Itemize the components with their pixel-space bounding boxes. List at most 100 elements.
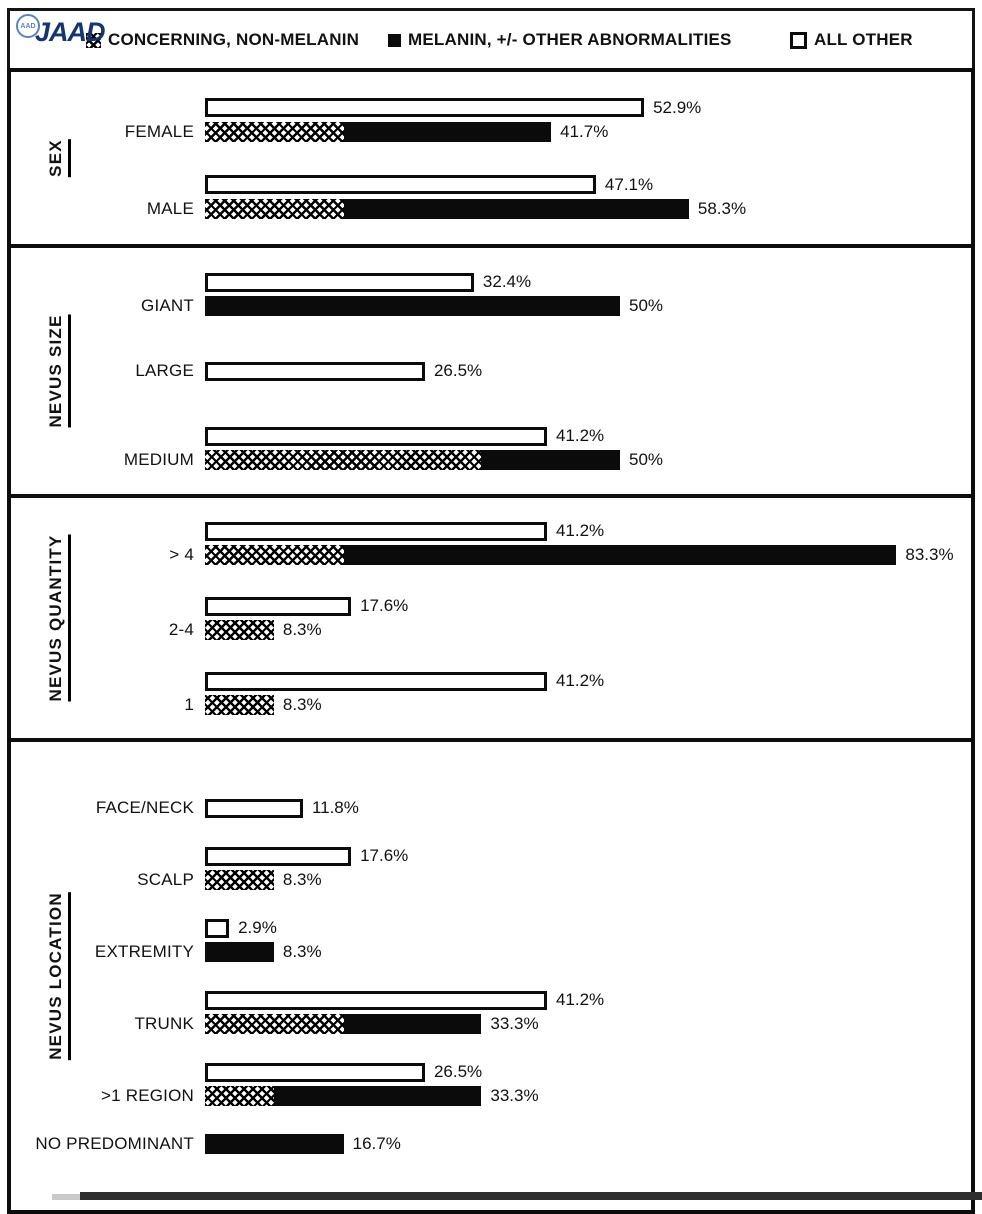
value-label: 41.7% bbox=[560, 121, 609, 141]
bar-line: EXTREMITY 8.3% bbox=[11, 942, 971, 963]
category-label: 1 bbox=[184, 695, 194, 714]
value-label: 32.4% bbox=[482, 272, 532, 291]
bar-segment-solid bbox=[205, 942, 274, 962]
category-label: TRUNK bbox=[134, 1014, 194, 1033]
bar-stacked bbox=[205, 620, 274, 640]
section-rows: 41.2% > 4 83.3% 17.6% 2-4 8.3% 41.2% 1 8… bbox=[11, 498, 971, 738]
bar-stacked bbox=[205, 121, 552, 142]
bar-segment-solid bbox=[343, 121, 552, 142]
bar-line: 41.2% bbox=[11, 521, 971, 542]
category-label: SCALP bbox=[137, 870, 194, 889]
bar-line: 47.1% bbox=[11, 174, 971, 195]
bar-stacked bbox=[205, 545, 897, 565]
legend-item: MELANIN, +/- OTHER ABNORMALITIES bbox=[388, 30, 732, 50]
legend-item-label: CONCERNING, NON-MELANIN bbox=[108, 30, 360, 49]
bar-stacked bbox=[205, 296, 620, 316]
section-label: NEVUS LOCATION bbox=[46, 892, 71, 1060]
bar-all-other bbox=[205, 175, 596, 194]
section-label-underline bbox=[67, 139, 71, 177]
value-label: 50% bbox=[628, 450, 664, 469]
bar-line: 52.9% bbox=[11, 97, 971, 118]
section-label-underline bbox=[67, 314, 71, 428]
section-label-text: NEVUS SIZE bbox=[46, 314, 65, 428]
legend-item: CONCERNING, NON-MELANIN bbox=[86, 30, 359, 50]
bar-line: >1 REGION 33.3% bbox=[11, 1086, 971, 1107]
category-block: 17.6% 2-4 8.3% bbox=[11, 596, 971, 641]
value-label: 41.2% bbox=[555, 426, 605, 445]
section-rows: 52.9% FEMALE 41.7% 47.1% MALE 58.3% bbox=[11, 72, 971, 244]
legend-item-label: ALL OTHER bbox=[814, 30, 913, 49]
bar-all-other bbox=[205, 918, 230, 938]
bar-segment-solid bbox=[481, 450, 620, 470]
category-block: 26.5% >1 REGION 33.3% bbox=[11, 1062, 971, 1107]
value-label: 58.3% bbox=[697, 198, 747, 218]
category-block: LARGE 26.5% bbox=[11, 361, 971, 382]
bar-segment-crosshatch bbox=[205, 1014, 344, 1034]
bar-line: TRUNK 33.3% bbox=[11, 1014, 971, 1035]
value-label: 8.3% bbox=[282, 695, 322, 714]
section-label: NEVUS QUANTITY bbox=[46, 534, 71, 702]
category-label: >1 REGION bbox=[101, 1086, 194, 1105]
category-block: 17.6% SCALP 8.3% bbox=[11, 846, 971, 891]
value-label: 8.3% bbox=[282, 942, 322, 961]
value-label: 8.3% bbox=[282, 870, 322, 889]
section-label-text: NEVUS QUANTITY bbox=[46, 534, 65, 702]
value-label: 11.8% bbox=[311, 798, 359, 817]
legend-item-label: MELANIN, +/- OTHER ABNORMALITIES bbox=[408, 30, 732, 49]
value-label: 41.2% bbox=[555, 521, 605, 540]
value-label: 26.5% bbox=[433, 361, 483, 380]
bar-line: 2.9% bbox=[11, 918, 971, 939]
category-block: 41.2% TRUNK 33.3% bbox=[11, 990, 971, 1035]
category-block: 47.1% MALE 58.3% bbox=[11, 174, 971, 219]
category-block: 52.9% FEMALE 41.7% bbox=[11, 97, 971, 142]
bar-stacked bbox=[205, 1014, 482, 1034]
bar-all-other bbox=[205, 98, 645, 117]
crosshatch-swatch-icon bbox=[86, 32, 101, 48]
jaad-logo-text: JAAD bbox=[35, 17, 106, 47]
bar-line: FACE/NECK 11.8% bbox=[11, 798, 971, 819]
category-block: 41.2% MEDIUM 50% bbox=[11, 426, 971, 471]
bar-stacked bbox=[205, 695, 274, 715]
category-block: FACE/NECK 11.8% bbox=[11, 798, 971, 819]
bar-all-other bbox=[205, 671, 547, 691]
value-label: 33.3% bbox=[490, 1086, 539, 1105]
value-label: 33.3% bbox=[490, 1014, 539, 1033]
category-block: 2.9% EXTREMITY 8.3% bbox=[11, 918, 971, 963]
section-label-underline bbox=[67, 534, 71, 702]
bar-segment-solid bbox=[273, 1086, 482, 1106]
bar-line: GIANT 50% bbox=[11, 296, 971, 317]
bar-line: SCALP 8.3% bbox=[11, 870, 971, 891]
category-label: MALE bbox=[146, 198, 194, 218]
value-label: 8.3% bbox=[282, 620, 322, 639]
chart-section: NEVUS SIZE 32.4% GIANT 50% LARGE 26.5% 4… bbox=[7, 244, 975, 498]
solid-swatch-icon bbox=[388, 33, 401, 47]
bar-line: 32.4% bbox=[11, 272, 971, 293]
bar-segment-solid bbox=[205, 1134, 344, 1154]
category-label: FACE/NECK bbox=[95, 798, 194, 817]
bar-stacked bbox=[205, 1134, 344, 1154]
value-label: 16.7% bbox=[352, 1134, 401, 1153]
bar-segment-crosshatch bbox=[205, 545, 344, 565]
bar-line: > 4 83.3% bbox=[11, 545, 971, 566]
bar-line: 17.6% bbox=[11, 596, 971, 617]
category-label: 2-4 bbox=[168, 620, 194, 639]
chart-section: SEX 52.9% FEMALE 41.7% 47.1% MALE 58.3% bbox=[7, 68, 975, 248]
bar-stacked bbox=[205, 450, 620, 470]
bar-segment-crosshatch bbox=[205, 121, 344, 142]
outline-swatch-icon bbox=[790, 31, 807, 49]
bar-segment-crosshatch bbox=[205, 198, 344, 219]
value-label: 83.3% bbox=[905, 545, 954, 564]
value-label: 41.2% bbox=[555, 671, 605, 690]
aad-circle-icon: AAD bbox=[16, 14, 40, 38]
chart-section: NEVUS LOCATION FACE/NECK 11.8% 17.6% SCA… bbox=[7, 738, 975, 1214]
bar-line: FEMALE 41.7% bbox=[11, 121, 971, 142]
chart-sections: SEX 52.9% FEMALE 41.7% 47.1% MALE 58.3% … bbox=[7, 68, 975, 1214]
bar-line: 1 8.3% bbox=[11, 695, 971, 716]
value-label: 50% bbox=[629, 296, 664, 315]
bar-stacked bbox=[205, 198, 689, 219]
section-label-text: SEX bbox=[46, 139, 65, 177]
legend-box: AAD JAAD CONCERNING, NON-MELANIN MELANIN… bbox=[7, 8, 975, 72]
bar-line: 41.2% bbox=[11, 671, 971, 692]
bottom-crop-band bbox=[80, 1192, 982, 1200]
bar-segment-solid bbox=[343, 198, 689, 219]
